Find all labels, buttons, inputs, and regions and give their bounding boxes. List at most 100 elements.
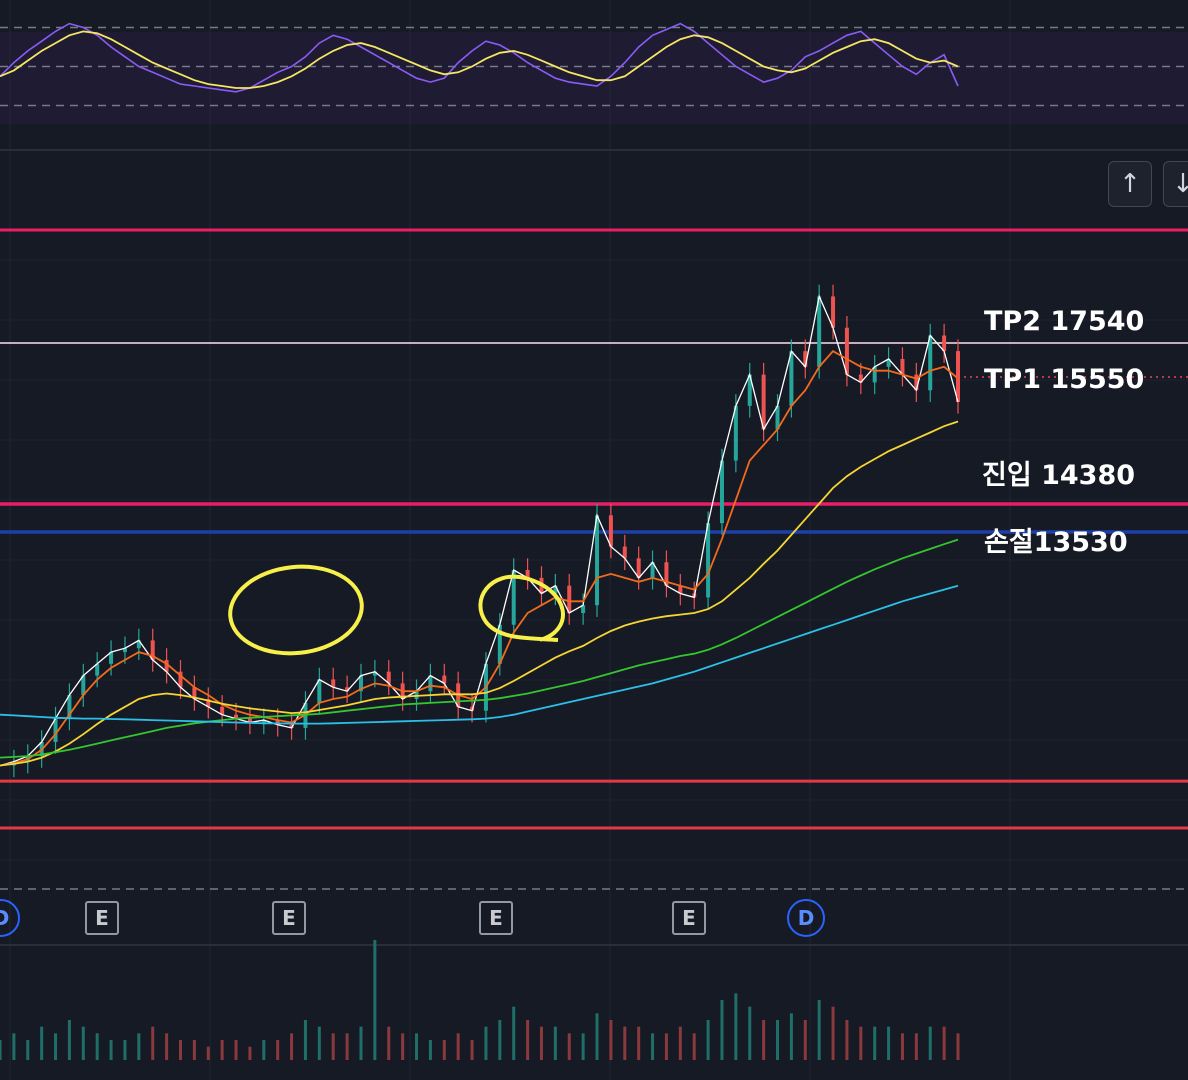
- earnings-marker[interactable]: E: [85, 901, 119, 935]
- volume-bar: [720, 1000, 724, 1060]
- volume-bar: [428, 1040, 432, 1060]
- volume-bar: [442, 1040, 446, 1060]
- candle-body: [206, 699, 211, 707]
- candle-body: [747, 374, 752, 406]
- volume-bar: [373, 940, 377, 1060]
- candle-body: [608, 515, 613, 547]
- tp1-level-label: TP1 15550: [984, 364, 1145, 395]
- candle-body: [733, 405, 738, 461]
- candle-body: [914, 374, 919, 391]
- candle-body: [567, 585, 572, 614]
- candle-body: [886, 358, 891, 367]
- candle-body: [358, 675, 363, 692]
- candle-body: [858, 374, 863, 383]
- volume-bar: [567, 1033, 571, 1060]
- volume-bar: [956, 1033, 960, 1060]
- candle-body: [844, 327, 849, 375]
- volume-bar: [928, 1026, 932, 1060]
- volume-bar: [470, 1040, 474, 1060]
- earnings-marker[interactable]: E: [672, 901, 706, 935]
- candle-body: [553, 585, 558, 594]
- volume-bar: [831, 1006, 835, 1060]
- volume-bar: [706, 1020, 710, 1060]
- volume-bar: [81, 1026, 85, 1060]
- volume-bar: [873, 1026, 877, 1060]
- volume-bar: [748, 1006, 752, 1060]
- rsi-band-fill: [0, 32, 1188, 124]
- candle-body: [372, 671, 377, 676]
- candle-body: [317, 679, 322, 703]
- volume-bar: [178, 1040, 182, 1060]
- candle-body: [122, 648, 127, 653]
- volume-bar: [26, 1040, 30, 1060]
- volume-bar: [817, 1000, 821, 1060]
- candle-body: [831, 296, 836, 328]
- volume-bar: [387, 1026, 391, 1060]
- candle-body: [275, 720, 280, 725]
- volume-bar: [345, 1033, 349, 1060]
- candle-body: [664, 562, 669, 586]
- volume-bar: [95, 1033, 99, 1060]
- candle-body: [803, 351, 808, 367]
- volume-bar: [67, 1020, 71, 1060]
- volume-bar: [651, 1033, 655, 1060]
- ma-green-line: [0, 538, 959, 759]
- candle-body: [331, 679, 336, 688]
- volume-bar: [206, 1046, 210, 1060]
- volume-bar: [498, 1020, 502, 1060]
- volume-bar: [664, 1033, 668, 1060]
- volume-bar: [137, 1033, 141, 1060]
- volume-bar: [331, 1033, 335, 1060]
- volume-bar: [692, 1033, 696, 1060]
- volume-bar: [553, 1026, 557, 1060]
- volume-bar: [165, 1033, 169, 1060]
- rsi-ma-line: [0, 30, 959, 89]
- candle-body: [511, 570, 516, 625]
- volume-bar: [803, 1020, 807, 1060]
- volume-bar: [123, 1040, 127, 1060]
- volume-bar: [637, 1026, 641, 1060]
- candle-body: [345, 687, 350, 692]
- volume-bar: [40, 1026, 44, 1060]
- volume-bar: [762, 1020, 766, 1060]
- candle-body: [67, 695, 72, 719]
- dividend-marker[interactable]: D: [787, 899, 825, 937]
- earnings-marker[interactable]: E: [479, 901, 513, 935]
- candle-body: [719, 460, 724, 524]
- arrow-up-icon: ↑: [1119, 169, 1141, 199]
- volume-bar: [581, 1033, 585, 1060]
- volume-bar: [942, 1026, 946, 1060]
- volume-bar: [220, 1040, 224, 1060]
- candle-body: [525, 570, 530, 578]
- volume-bar: [401, 1033, 405, 1060]
- candle-body: [81, 675, 86, 696]
- stop-loss-level-label: 손절13530: [984, 527, 1128, 558]
- volume-bar: [456, 1033, 460, 1060]
- earnings-marker[interactable]: E: [272, 901, 306, 935]
- volume-bar: [303, 1020, 307, 1060]
- candle-body: [775, 405, 780, 430]
- candle-body: [289, 724, 294, 728]
- volume-bar: [539, 1026, 543, 1060]
- candle-body: [109, 652, 114, 664]
- volume-bar: [317, 1026, 321, 1060]
- volume-bar: [914, 1033, 918, 1060]
- volume-bar: [151, 1026, 155, 1060]
- scroll-down-button[interactable]: ↓: [1163, 161, 1188, 207]
- ma-yellow-line: [0, 420, 959, 767]
- volume-bar: [623, 1026, 627, 1060]
- candle-body: [817, 296, 822, 367]
- candle-body: [192, 687, 197, 700]
- candle-body: [928, 335, 933, 391]
- volume-bar: [900, 1033, 904, 1060]
- volume-bar: [415, 1033, 419, 1060]
- volume-bar: [526, 1020, 530, 1060]
- candle-body: [220, 706, 225, 715]
- scroll-up-button[interactable]: ↑: [1108, 161, 1152, 207]
- volume-bar: [484, 1026, 488, 1060]
- candle-body: [247, 718, 252, 723]
- tp2-level-label: TP2 17540: [984, 306, 1145, 337]
- candle-body: [595, 515, 600, 606]
